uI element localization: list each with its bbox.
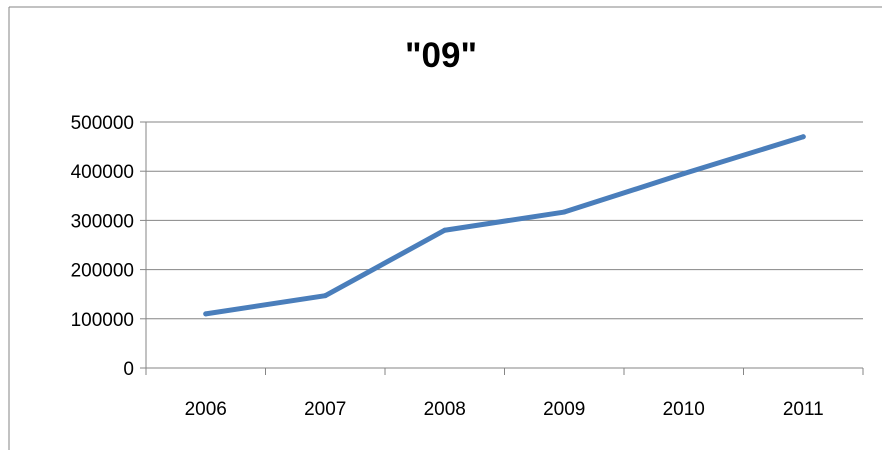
y-axis-tick-label: 500000 [71,113,134,134]
series-layer [203,134,806,317]
data-point [203,311,209,317]
data-point [561,209,567,215]
y-axis-tick-label: 0 [123,359,134,380]
chart-title: "09" [405,36,477,75]
y-axis-tick-labels: 0 100000 200000 300000 400000 500000 [71,113,134,380]
x-axis-tick-label: 2008 [424,399,466,420]
x-axis-tick-labels: 2006 2007 2008 2009 2010 2011 [185,399,824,420]
y-axis-tick-label: 100000 [71,310,134,331]
axis-layer [140,121,864,375]
x-axis-tick-label: 2010 [663,399,705,420]
data-point [681,171,687,177]
x-axis-tick-label: 2006 [185,399,227,420]
data-point [800,134,806,140]
y-axis-tick-label: 400000 [71,162,134,183]
data-point [442,227,448,233]
y-axis-tick-label: 300000 [71,211,134,232]
y-axis-tick-label: 200000 [71,261,134,282]
x-axis-tick-label: 2011 [783,399,824,420]
data-point [322,293,328,299]
x-axis-tick-label: 2009 [543,399,585,420]
x-axis-tick-label: 2007 [304,399,346,420]
series-line [203,134,806,317]
